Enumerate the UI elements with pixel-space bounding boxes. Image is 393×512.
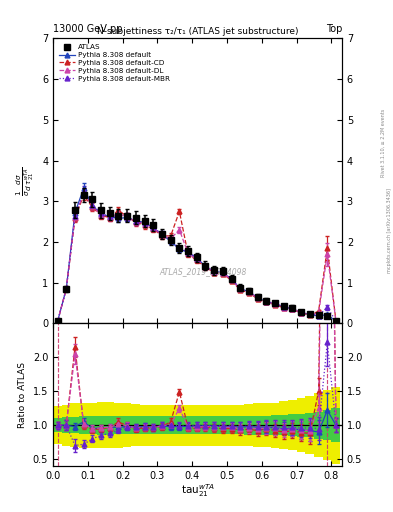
Legend: ATLAS, Pythia 8.308 default, Pythia 8.308 default-CD, Pythia 8.308 default-DL, P: ATLAS, Pythia 8.308 default, Pythia 8.30… [57, 42, 172, 84]
Y-axis label: Ratio to ATLAS: Ratio to ATLAS [18, 361, 27, 428]
X-axis label: $\mathrm{tau}_{21}^{wTA}$: $\mathrm{tau}_{21}^{wTA}$ [180, 482, 215, 499]
Title: N-subjettiness τ₂/τ₁ (ATLAS jet substructure): N-subjettiness τ₂/τ₁ (ATLAS jet substruc… [97, 27, 298, 36]
Text: 13000 GeV pp: 13000 GeV pp [53, 24, 123, 34]
Text: mcplots.cern.ch [arXiv:1306.3436]: mcplots.cern.ch [arXiv:1306.3436] [387, 188, 391, 273]
Y-axis label: $\frac{1}{\sigma}\frac{d\sigma}{d\,\tau_{21}^{wTA}}$: $\frac{1}{\sigma}\frac{d\sigma}{d\,\tau_… [15, 166, 37, 196]
Text: ATLAS_2019_I1724098: ATLAS_2019_I1724098 [160, 268, 247, 276]
Text: Rivet 3.1.10, ≥ 2.2M events: Rivet 3.1.10, ≥ 2.2M events [381, 109, 386, 178]
Text: Top: Top [325, 24, 342, 34]
